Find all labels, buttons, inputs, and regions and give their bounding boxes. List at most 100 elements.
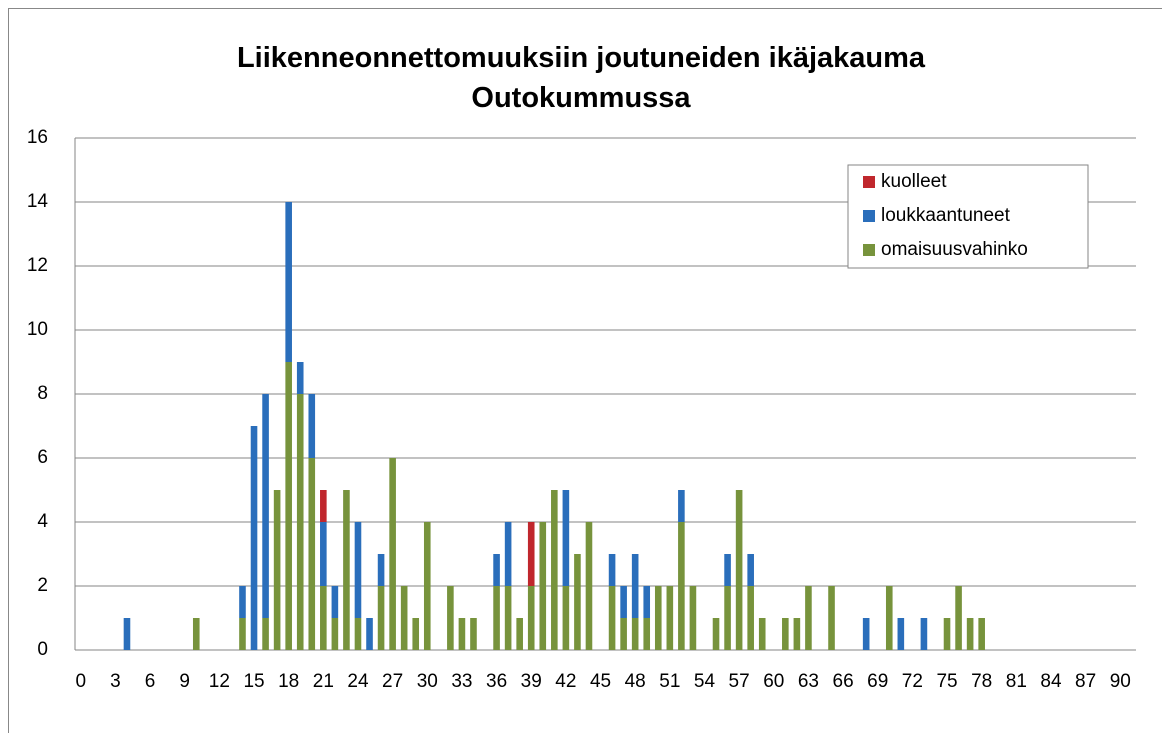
- bar-segment: [458, 618, 466, 650]
- y-tick-label: 6: [37, 447, 48, 468]
- bar-segment: [331, 586, 339, 618]
- bar-segment: [239, 618, 246, 650]
- bar-segment: [724, 554, 731, 586]
- bar-segment: [747, 554, 754, 586]
- x-tick-label: 21: [313, 671, 334, 692]
- bar-segment: [400, 586, 408, 650]
- bar-segment: [493, 586, 500, 650]
- chart-border: [8, 8, 1162, 733]
- bar-segment: [470, 618, 477, 650]
- bar-segment: [343, 490, 350, 650]
- bar-segment: [504, 522, 512, 586]
- legend-label: loukkaantuneet: [881, 205, 1011, 226]
- bar-segment: [285, 362, 292, 650]
- bar-segment: [978, 618, 985, 650]
- x-tick-label: 84: [1040, 671, 1062, 692]
- bar-segment: [885, 586, 893, 650]
- bar-segment: [389, 458, 396, 650]
- bar-segment: [354, 522, 362, 618]
- bar-segment: [239, 586, 246, 618]
- bar-segment: [782, 618, 789, 650]
- legend-swatch: [863, 244, 875, 256]
- bar-segment: [574, 554, 581, 650]
- bar-segment: [331, 618, 339, 650]
- bar-segment: [678, 522, 685, 650]
- x-tick-label: 27: [382, 671, 403, 692]
- x-tick-label: 6: [145, 671, 156, 692]
- x-tick-label: 54: [694, 671, 716, 692]
- y-tick-label: 8: [37, 383, 48, 404]
- bar-segment: [539, 522, 547, 650]
- x-tick-label: 3: [110, 671, 121, 692]
- bar-segment: [308, 458, 316, 650]
- bar-segment: [354, 618, 362, 650]
- bar-segment: [643, 618, 651, 650]
- x-tick-label: 9: [179, 671, 190, 692]
- bar-segment: [493, 554, 500, 586]
- bar-segment: [608, 554, 616, 586]
- y-tick-label: 12: [27, 255, 48, 276]
- bar-segment: [666, 586, 674, 650]
- bar-segment: [712, 618, 720, 650]
- x-tick-label: 36: [486, 671, 507, 692]
- x-tick-label: 42: [555, 671, 576, 692]
- x-tick-label: 39: [521, 671, 542, 692]
- x-tick-label: 81: [1006, 671, 1027, 692]
- bar-segment: [273, 490, 281, 650]
- bar-segment: [423, 522, 431, 650]
- bar-segment: [320, 586, 327, 650]
- bar-segment: [285, 202, 292, 362]
- bar-segment: [620, 618, 627, 650]
- y-tick-label: 2: [37, 575, 48, 596]
- bar-segment: [527, 586, 535, 650]
- legend-swatch: [863, 210, 875, 222]
- x-tick-label: 12: [209, 671, 230, 692]
- bar-segment: [805, 586, 812, 650]
- bar-segment: [551, 490, 558, 650]
- x-tick-label: 90: [1110, 671, 1131, 692]
- bar-segment: [366, 618, 373, 650]
- bar-segment: [412, 618, 420, 650]
- bar-segment: [377, 554, 385, 586]
- bar-segment: [943, 618, 951, 650]
- bar-segment: [955, 586, 962, 650]
- x-tick-label: 0: [75, 671, 86, 692]
- bar-segment: [758, 618, 766, 650]
- bar-segment: [920, 618, 928, 650]
- bar-segment: [296, 394, 304, 650]
- bar-segment: [123, 618, 131, 650]
- chart-title: Liikenneonnettomuuksiin joutuneiden ikäj…: [236, 42, 926, 114]
- bar-segment: [585, 522, 593, 650]
- x-tick-label: 63: [798, 671, 819, 692]
- bar-segment: [793, 618, 801, 650]
- legend-label: kuolleet: [881, 171, 947, 192]
- legend-box: [847, 164, 1089, 269]
- x-tick-label: 48: [625, 671, 646, 692]
- bar-segment: [527, 522, 535, 586]
- y-tick-label: 0: [37, 639, 48, 660]
- y-tick-label: 16: [27, 127, 48, 148]
- bar-segment: [608, 586, 616, 650]
- x-tick-label: 87: [1075, 671, 1096, 692]
- x-tick-label: 78: [971, 671, 992, 692]
- bar-segment: [747, 586, 754, 650]
- bar-segment: [631, 554, 639, 618]
- bar-segment: [504, 586, 512, 650]
- x-tick-label: 75: [936, 671, 957, 692]
- x-tick-label: 51: [659, 671, 680, 692]
- x-tick-label: 66: [833, 671, 854, 692]
- x-tick-label: 45: [590, 671, 611, 692]
- y-tick-label: 10: [27, 319, 48, 340]
- bar-segment: [678, 490, 685, 522]
- bar-segment: [654, 586, 662, 650]
- bar-segment: [562, 586, 570, 650]
- bar-segment: [320, 490, 327, 522]
- bar-segment: [897, 618, 905, 650]
- legend-label: omaisuusvahinko: [881, 239, 1028, 260]
- y-tick-label: 4: [37, 511, 48, 532]
- bar-segment: [724, 586, 731, 650]
- x-tick-label: 15: [243, 671, 264, 692]
- x-tick-label: 30: [417, 671, 438, 692]
- bar-segment: [262, 394, 269, 618]
